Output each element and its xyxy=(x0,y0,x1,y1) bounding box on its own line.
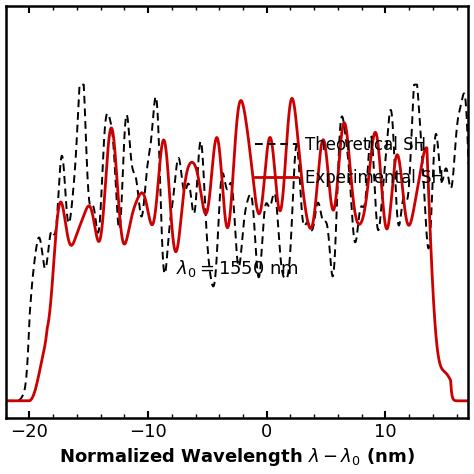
X-axis label: Normalized Wavelength $\lambda - \lambda_0$ (nm): Normalized Wavelength $\lambda - \lambda… xyxy=(59,447,415,468)
Experimental SH xyxy=(428,254,434,260)
Theoretical SH xyxy=(339,114,345,119)
Theoretical SH xyxy=(223,182,228,188)
Experimental SH xyxy=(451,397,457,403)
Experimental SH xyxy=(289,96,295,101)
Theoretical SH xyxy=(428,211,434,217)
Experimental SH xyxy=(465,398,471,404)
Theoretical SH xyxy=(3,398,9,404)
Theoretical SH xyxy=(465,161,471,167)
Line: Experimental SH: Experimental SH xyxy=(6,99,468,401)
Text: $\lambda_0 = 1550$ nm: $\lambda_0 = 1550$ nm xyxy=(175,258,299,279)
Experimental SH xyxy=(3,398,9,404)
Experimental SH xyxy=(201,207,207,212)
Experimental SH xyxy=(339,128,345,134)
Theoretical SH xyxy=(451,157,457,163)
Theoretical SH xyxy=(197,139,203,145)
Theoretical SH xyxy=(201,176,207,182)
Experimental SH xyxy=(197,185,203,191)
Experimental SH xyxy=(223,218,228,223)
Theoretical SH xyxy=(77,82,82,88)
Legend: Theoretical SH, Experimental SH: Theoretical SH, Experimental SH xyxy=(248,129,451,194)
Line: Theoretical SH: Theoretical SH xyxy=(6,85,468,401)
